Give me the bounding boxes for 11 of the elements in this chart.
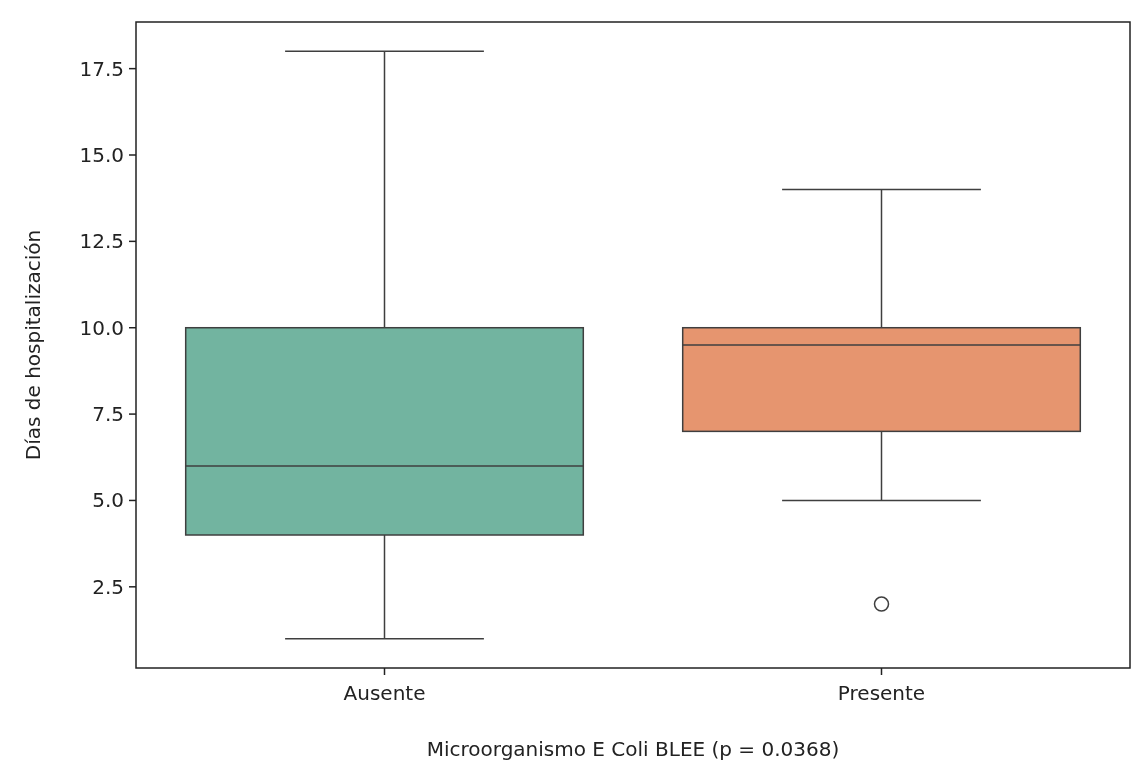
y-tick-label: 2.5 bbox=[92, 574, 124, 599]
y-tick-label: 5.0 bbox=[92, 488, 124, 513]
y-tick-label: 15.0 bbox=[79, 143, 124, 167]
y-tick-label: 12.5 bbox=[79, 229, 124, 254]
y-tick-label: 17.5 bbox=[79, 56, 124, 81]
y-tick-label: 7.5 bbox=[92, 402, 124, 427]
y-tick-label: 10.0 bbox=[79, 315, 124, 340]
y-axis-title: Días de hospitalización bbox=[21, 229, 45, 461]
x-axis-title: Microorganismo E Coli BLEE (p = 0.0368) bbox=[426, 737, 840, 761]
x-tick-label: Ausente bbox=[343, 681, 426, 705]
x-tick-label: Presente bbox=[837, 681, 926, 705]
